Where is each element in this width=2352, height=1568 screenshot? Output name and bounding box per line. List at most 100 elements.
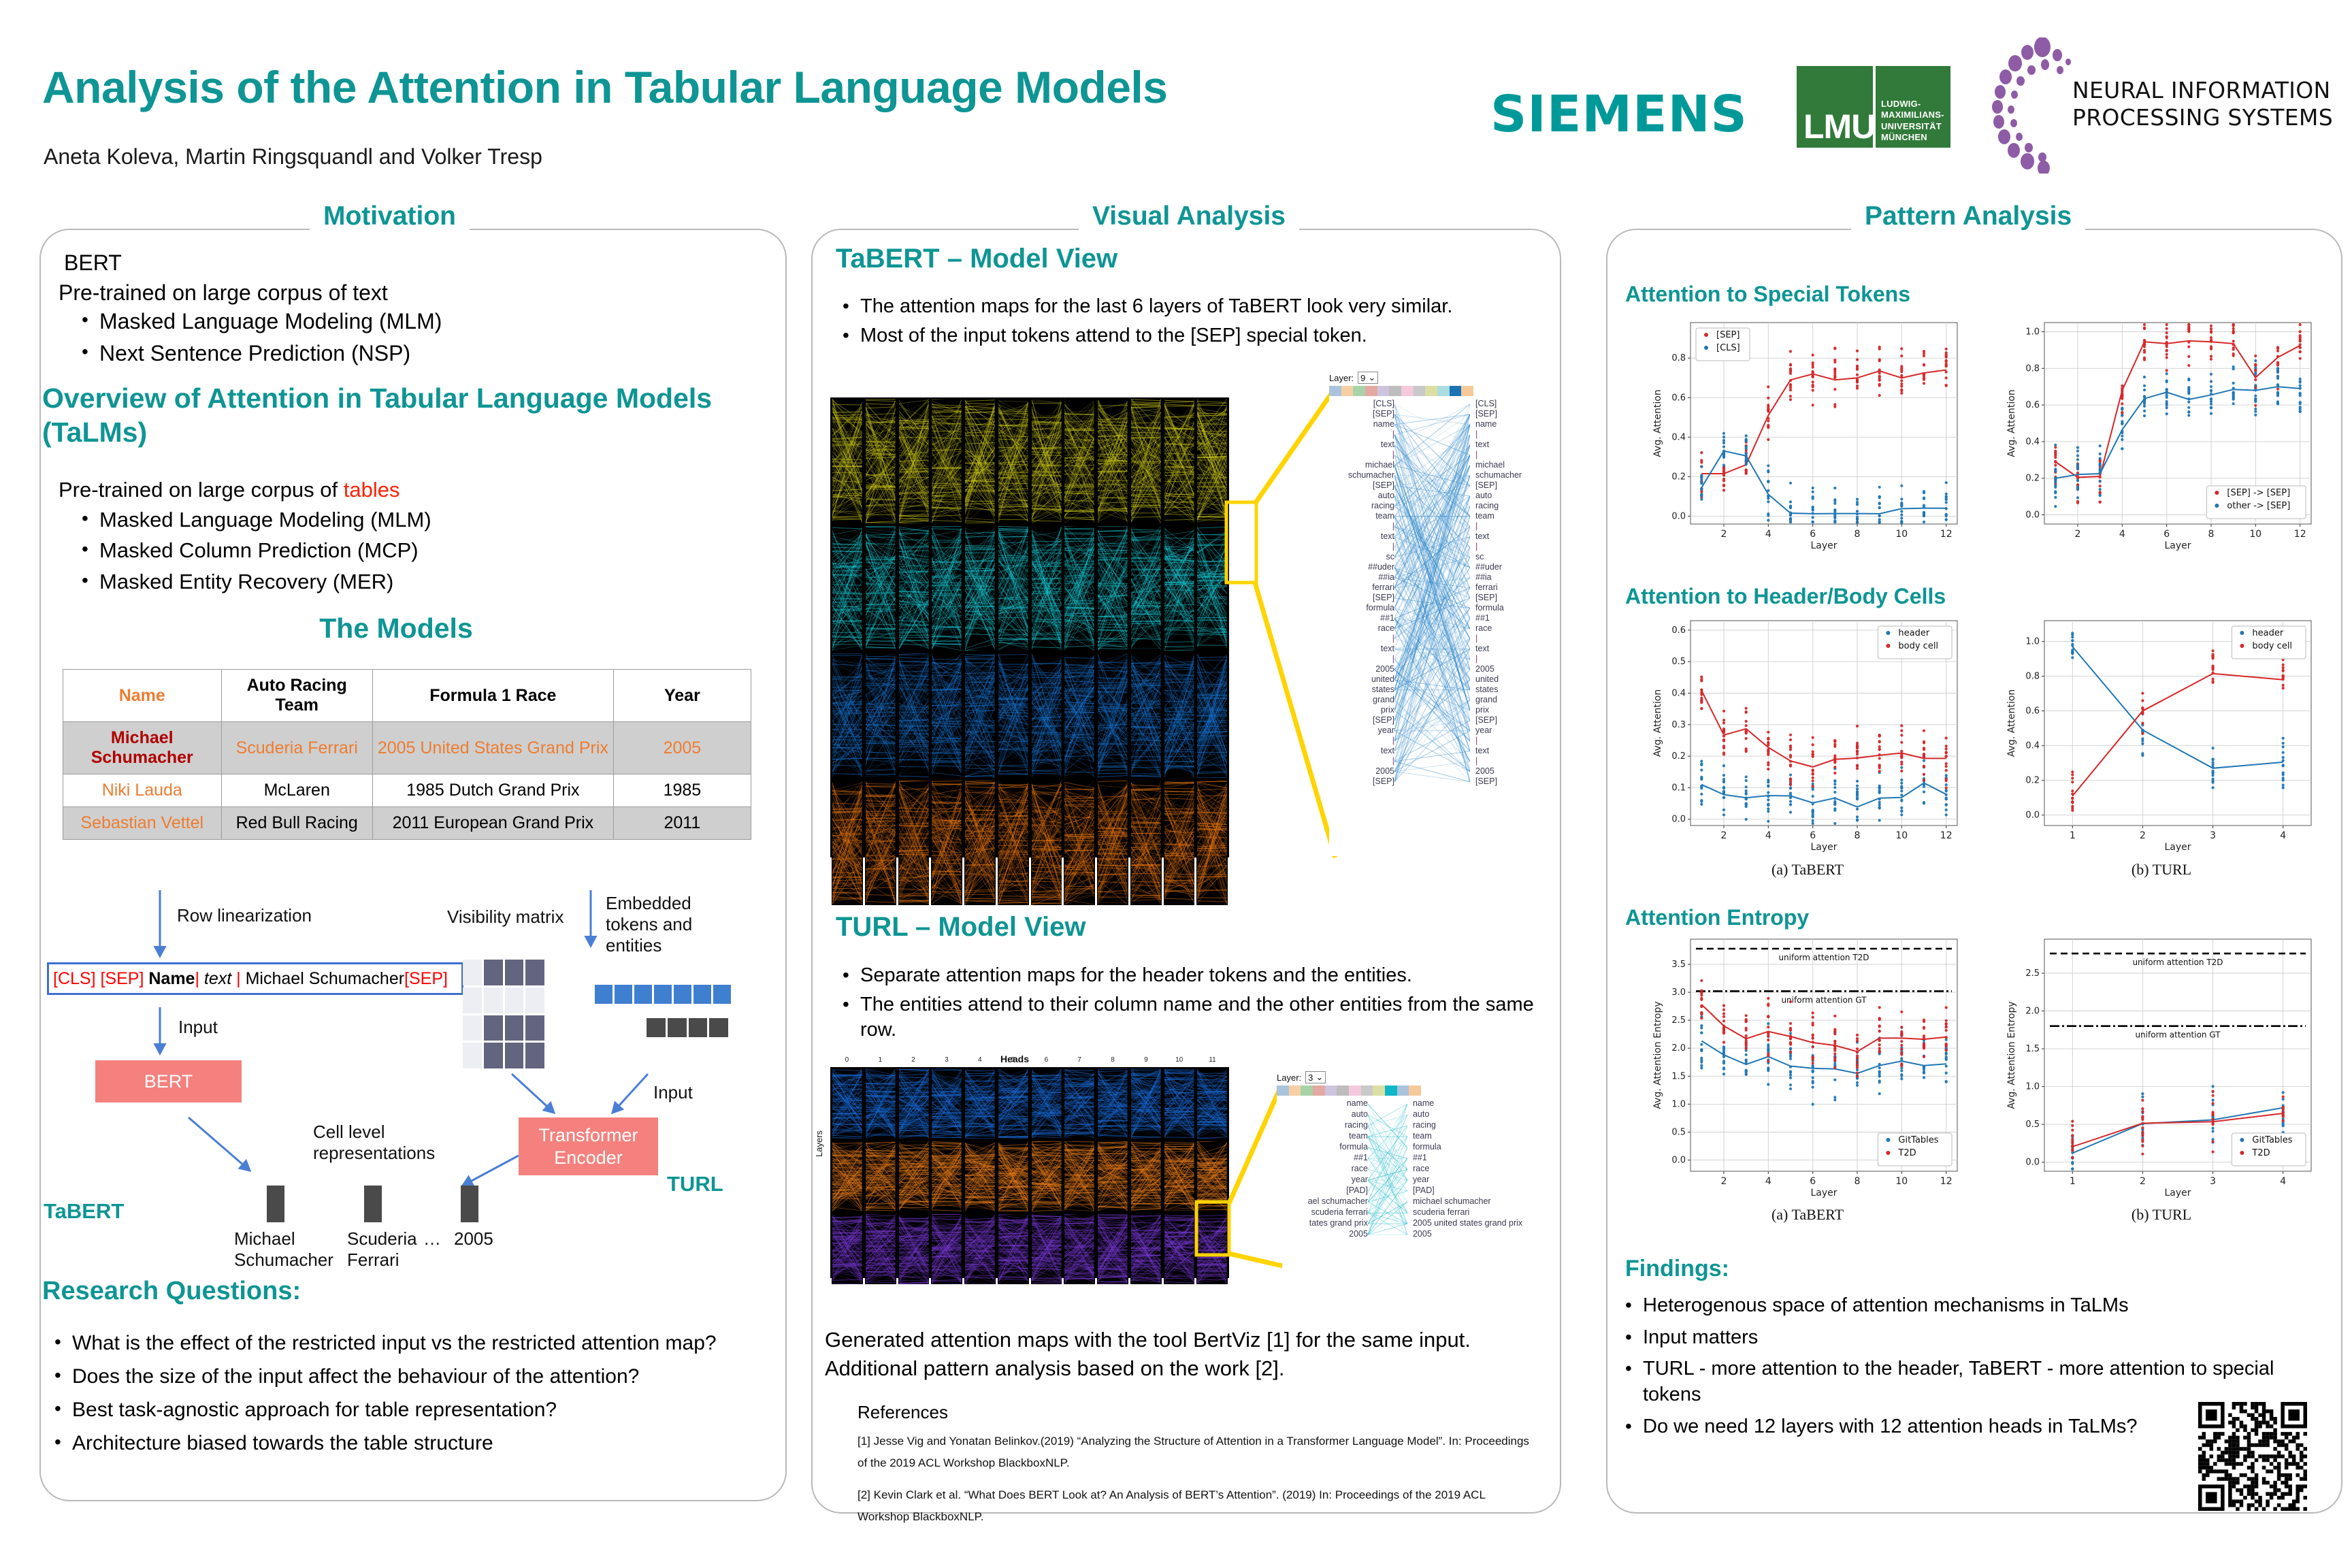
bertviz-token[interactable]: racing (1371, 502, 1394, 510)
bertviz-token[interactable]: formula (1475, 604, 1504, 612)
bertviz-token[interactable]: text (1475, 644, 1490, 653)
bertviz-token[interactable]: | (1475, 634, 1478, 643)
layer-select[interactable]: 9 ⌄ (1358, 372, 1379, 384)
bertviz-token[interactable]: [CLS] (1475, 399, 1497, 408)
bertviz-token[interactable]: text (1380, 644, 1394, 653)
bertviz-token[interactable]: race (1412, 1164, 1430, 1173)
bertviz-token[interactable]: 2005 (1475, 767, 1494, 776)
bertviz-token[interactable]: schumacher (1475, 471, 1522, 480)
bertviz-token[interactable]: | (1475, 736, 1478, 745)
bertviz-token[interactable]: text (1475, 747, 1490, 755)
bertviz-token[interactable]: name (1373, 420, 1394, 429)
bertviz-token[interactable]: sc (1386, 553, 1395, 561)
bertviz-token[interactable]: | (1392, 522, 1394, 531)
bertviz-token[interactable]: [SEP] (1373, 481, 1394, 490)
bertviz-token[interactable]: ferrari (1372, 583, 1394, 592)
layer-select[interactable]: 3 ⌄ (1305, 1071, 1326, 1083)
bertviz-token[interactable]: auto (1412, 1110, 1430, 1119)
bertviz-token[interactable]: tates grand prix (1309, 1219, 1368, 1228)
bertviz-token[interactable]: [SEP] (1373, 593, 1394, 602)
bertviz-token[interactable]: ##uder (1368, 563, 1394, 572)
bertviz-token[interactable]: sc (1475, 553, 1484, 561)
bertviz-token[interactable]: [CLS] (1373, 399, 1394, 408)
bertviz-token[interactable]: formula (1339, 1143, 1368, 1152)
bertviz-token[interactable]: united (1475, 675, 1499, 684)
bertviz-token[interactable]: formula (1412, 1143, 1441, 1152)
bertviz-token[interactable]: states (1371, 685, 1394, 694)
bertviz-token[interactable]: ##1 (1354, 1154, 1368, 1162)
bertviz-token[interactable]: name (1346, 1099, 1368, 1108)
bertviz-token[interactable]: schumacher (1348, 471, 1394, 480)
bertviz-token[interactable]: team (1349, 1132, 1368, 1141)
bertviz-token[interactable]: team (1412, 1132, 1432, 1141)
bertviz-token[interactable]: formula (1366, 604, 1394, 612)
bertviz-token[interactable]: auto (1377, 491, 1394, 500)
bertviz-token[interactable]: | (1475, 757, 1478, 766)
bertviz-token[interactable]: racing (1475, 502, 1499, 510)
bertviz-token[interactable]: | (1475, 451, 1478, 459)
bertviz-token[interactable]: text (1475, 440, 1490, 449)
bertviz-token[interactable]: ##ia (1475, 573, 1492, 582)
bertviz-token[interactable]: | (1392, 430, 1394, 439)
bertviz-token[interactable]: racing (1344, 1121, 1368, 1130)
bertviz-token[interactable]: states (1475, 685, 1499, 694)
bertviz-token[interactable]: | (1392, 634, 1394, 643)
bertviz-token[interactable]: text (1380, 747, 1394, 755)
bertviz-token[interactable]: text (1475, 532, 1490, 541)
bertviz-token[interactable]: team (1475, 512, 1494, 521)
bertviz-token[interactable]: | (1392, 655, 1394, 664)
bertviz-token[interactable]: [SEP] (1373, 777, 1394, 786)
bertviz-token[interactable]: prix (1475, 706, 1490, 715)
bertviz-token[interactable]: [PAD] (1346, 1186, 1368, 1195)
bertviz-token[interactable]: auto (1351, 1110, 1368, 1119)
bertviz-token[interactable]: ##uder (1475, 563, 1502, 572)
bertviz-token[interactable]: [SEP] (1475, 777, 1497, 786)
bertviz-token[interactable]: | (1475, 430, 1478, 439)
bertviz-token[interactable]: name (1475, 420, 1497, 429)
bertviz-token[interactable]: | (1392, 757, 1394, 766)
bertviz-token[interactable]: racing (1412, 1121, 1437, 1130)
bertviz-token[interactable]: year (1377, 726, 1394, 735)
bertviz-token[interactable]: text (1380, 440, 1394, 449)
bertviz-token[interactable]: auto (1475, 491, 1492, 500)
bertviz-token[interactable]: 2005 (1375, 767, 1394, 776)
bertviz-token[interactable]: [SEP] (1373, 716, 1394, 725)
bertviz-turl-layer-control[interactable]: Layer: 3 ⌄ (1277, 1071, 1544, 1083)
bertviz-token[interactable]: michael schumacher (1412, 1197, 1491, 1206)
bertviz-token[interactable]: ##1 (1380, 614, 1394, 623)
bertviz-token[interactable]: | (1475, 542, 1478, 551)
bertviz-token[interactable]: | (1392, 451, 1394, 459)
bertviz-token[interactable]: name (1412, 1099, 1435, 1108)
bertviz-token[interactable]: | (1392, 736, 1394, 745)
bertviz-token[interactable]: grand (1475, 696, 1497, 704)
bertviz-token[interactable]: scuderia ferrari (1311, 1208, 1368, 1217)
bertviz-token[interactable]: 2005 (1375, 665, 1394, 674)
bertviz-token[interactable]: [SEP] (1475, 481, 1497, 490)
bertviz-token[interactable]: 2005 (1412, 1230, 1432, 1239)
bertviz-token[interactable]: [PAD] (1412, 1186, 1435, 1195)
bertviz-token[interactable]: ferrari (1475, 583, 1498, 592)
bertviz-token[interactable]: scuderia ferrari (1412, 1208, 1470, 1217)
bertviz-token[interactable]: | (1475, 655, 1478, 664)
bertviz-token[interactable]: race (1351, 1164, 1368, 1173)
bertviz-token[interactable]: year (1412, 1175, 1430, 1184)
bertviz-token[interactable]: michael (1365, 461, 1394, 470)
bertviz-token[interactable]: | (1392, 542, 1394, 551)
bertviz-token[interactable]: ##ia (1378, 573, 1394, 582)
bertviz-token[interactable]: ##1 (1475, 614, 1490, 623)
bertviz-token[interactable]: ##1 (1412, 1154, 1427, 1162)
bertviz-token[interactable]: year (1351, 1175, 1368, 1184)
bertviz-token[interactable]: 2005 united states grand prix (1412, 1219, 1523, 1228)
bertviz-token[interactable]: ael schumacher (1307, 1197, 1368, 1206)
attention-head-swatches[interactable] (1277, 1085, 1422, 1096)
bertviz-token[interactable]: [SEP] (1475, 716, 1497, 725)
bertviz-token[interactable]: michael (1475, 461, 1505, 470)
bertviz-token[interactable]: race (1475, 624, 1492, 633)
bertviz-token[interactable]: | (1475, 522, 1478, 531)
bertviz-layer-control[interactable]: Layer: 9 ⌄ (1329, 372, 1547, 384)
bertviz-token[interactable]: [SEP] (1475, 410, 1497, 419)
bertviz-token[interactable]: united (1371, 675, 1394, 684)
bertviz-token[interactable]: 2005 (1349, 1230, 1368, 1239)
attention-head-swatches[interactable] (1329, 386, 1474, 396)
bertviz-token[interactable]: 2005 (1475, 665, 1494, 674)
